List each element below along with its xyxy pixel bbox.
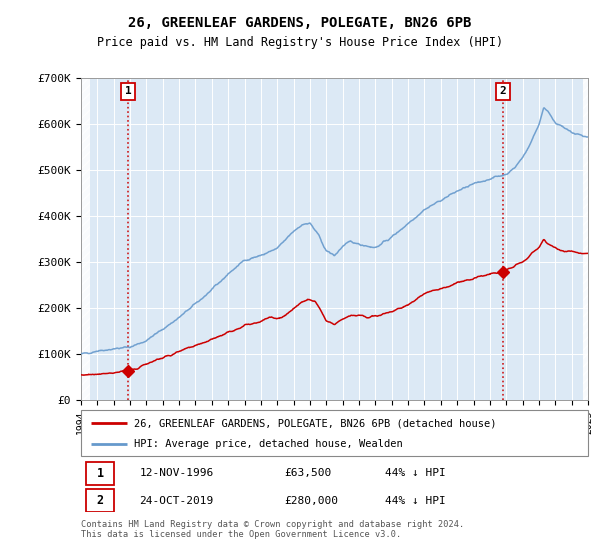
FancyBboxPatch shape xyxy=(86,462,114,485)
Text: 1: 1 xyxy=(125,86,131,96)
Text: 12-NOV-1996: 12-NOV-1996 xyxy=(139,468,214,478)
Text: 2: 2 xyxy=(500,86,506,96)
Text: 44% ↓ HPI: 44% ↓ HPI xyxy=(385,496,446,506)
Text: 26, GREENLEAF GARDENS, POLEGATE, BN26 6PB: 26, GREENLEAF GARDENS, POLEGATE, BN26 6P… xyxy=(128,16,472,30)
FancyBboxPatch shape xyxy=(86,489,114,512)
Bar xyxy=(583,78,588,400)
Text: Contains HM Land Registry data © Crown copyright and database right 2024.
This d: Contains HM Land Registry data © Crown c… xyxy=(81,520,464,539)
Text: 2: 2 xyxy=(97,494,104,507)
Text: 44% ↓ HPI: 44% ↓ HPI xyxy=(385,468,446,478)
Text: £280,000: £280,000 xyxy=(284,496,338,506)
Bar xyxy=(81,78,90,400)
Text: 1: 1 xyxy=(97,467,104,480)
Text: Price paid vs. HM Land Registry's House Price Index (HPI): Price paid vs. HM Land Registry's House … xyxy=(97,36,503,49)
FancyBboxPatch shape xyxy=(81,410,588,456)
Text: 26, GREENLEAF GARDENS, POLEGATE, BN26 6PB (detached house): 26, GREENLEAF GARDENS, POLEGATE, BN26 6P… xyxy=(134,418,497,428)
Text: HPI: Average price, detached house, Wealden: HPI: Average price, detached house, Weal… xyxy=(134,438,403,449)
Text: £63,500: £63,500 xyxy=(284,468,331,478)
Text: 24-OCT-2019: 24-OCT-2019 xyxy=(139,496,214,506)
